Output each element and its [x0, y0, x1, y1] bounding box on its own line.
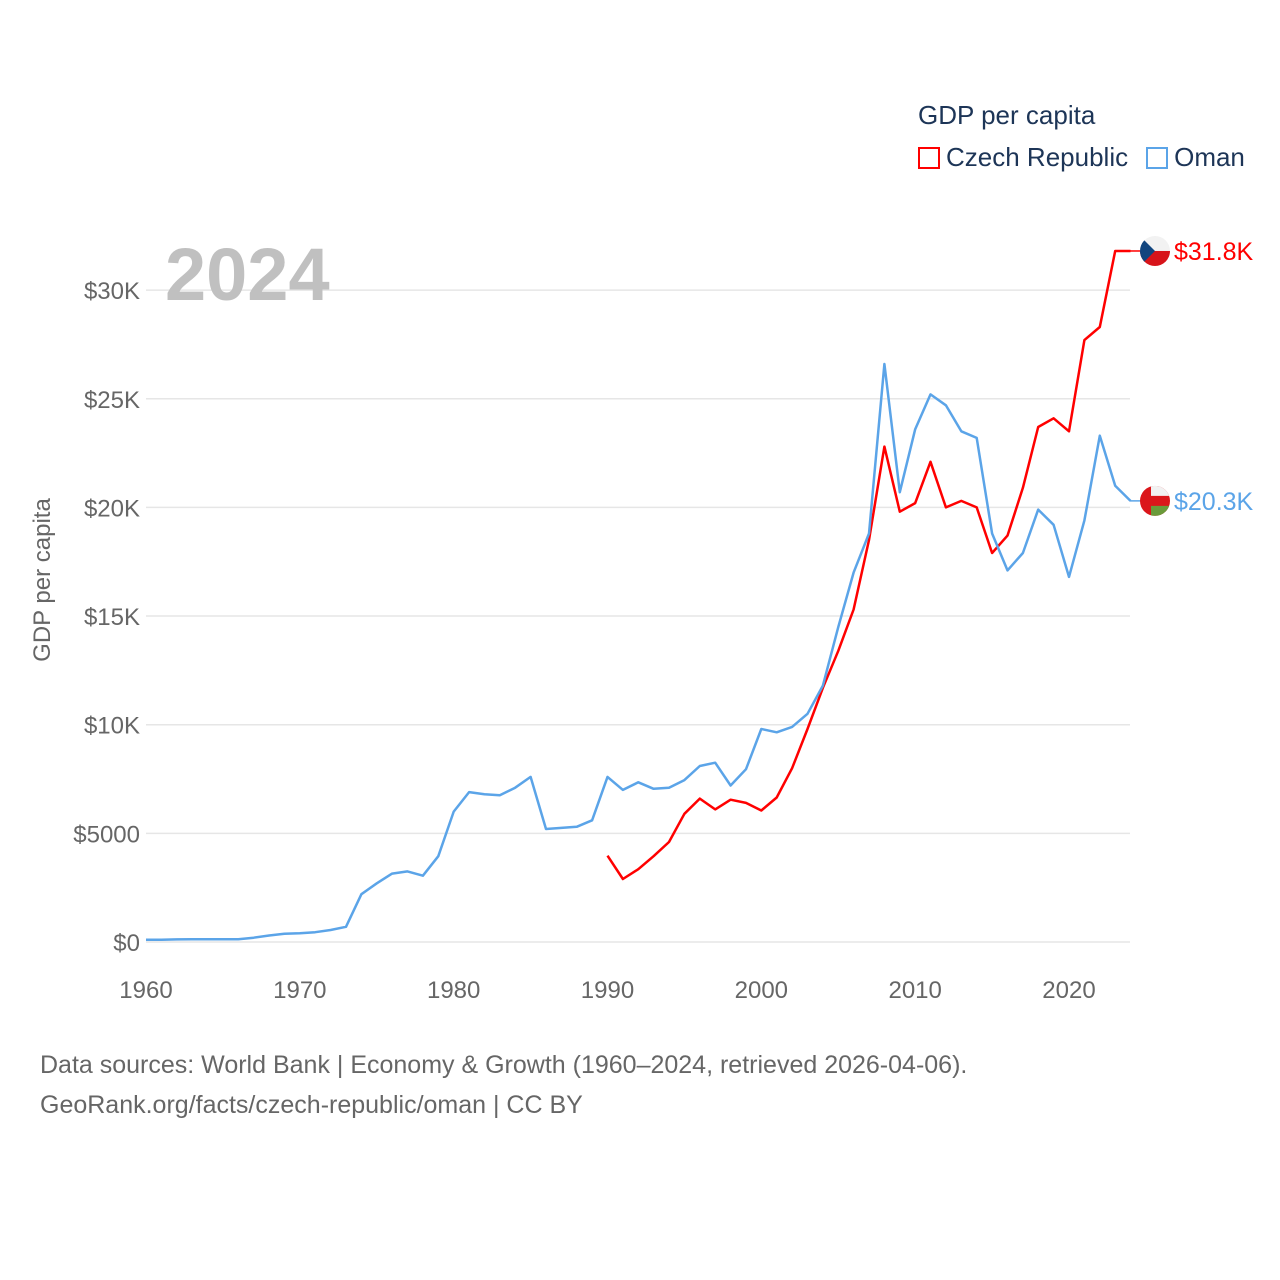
y-tick-label: $0 — [113, 930, 140, 957]
y-tick-label: $20K — [84, 495, 140, 522]
oman-flag-icon — [1140, 485, 1170, 516]
x-tick-label: 1980 — [427, 977, 480, 1004]
legend-swatch — [918, 146, 940, 169]
flag-blue — [1140, 235, 1155, 266]
y-tick-label: $10K — [84, 713, 140, 740]
legend-label: Oman — [1174, 142, 1245, 172]
legend-title: GDP per capita — [918, 100, 1096, 130]
source-line: Data sources: World Bank | Economy & Gro… — [40, 1051, 968, 1079]
x-tick-label: 2010 — [888, 977, 941, 1004]
flag-body — [1140, 485, 1170, 516]
x-tick-label: 1960 — [119, 977, 172, 1004]
year-watermark: 2024 — [165, 233, 330, 316]
end-value-label: $20.3K — [1174, 488, 1254, 516]
data-source: Data sources: World Bank | Economy & Gro… — [40, 1045, 967, 1125]
czech-flag-icon — [1140, 235, 1170, 266]
legend-swatch — [1146, 146, 1169, 169]
flag-green — [1151, 505, 1170, 516]
x-tick-label: 1970 — [273, 977, 326, 1004]
y-tick-label: $15K — [84, 604, 140, 631]
series-line-oman — [146, 362, 1132, 942]
flag-white — [1151, 485, 1170, 496]
series-line-czech-republic — [606, 249, 1131, 881]
legend-item-czech-republic[interactable]: Czech Republic — [918, 142, 1128, 173]
source-link[interactable]: GeoRank.org/facts/czech-republic/oman | … — [40, 1091, 583, 1119]
y-tick-label: $5000 — [73, 821, 140, 848]
x-tick-label: 1990 — [581, 977, 634, 1004]
legend: Czech Republic Oman — [918, 142, 1245, 173]
y-tick-label: $30K — [84, 278, 140, 305]
legend-item-oman[interactable]: Oman — [1146, 142, 1245, 173]
y-tick-label: $25K — [84, 387, 140, 414]
legend-label: Czech Republic — [946, 142, 1129, 172]
y-axis-label: GDP per capita — [29, 498, 56, 662]
x-tick-label: 2020 — [1042, 977, 1095, 1004]
flag-body — [1140, 235, 1170, 266]
x-tick-label: 2000 — [735, 977, 788, 1004]
end-value-label: $31.8K — [1174, 238, 1254, 266]
